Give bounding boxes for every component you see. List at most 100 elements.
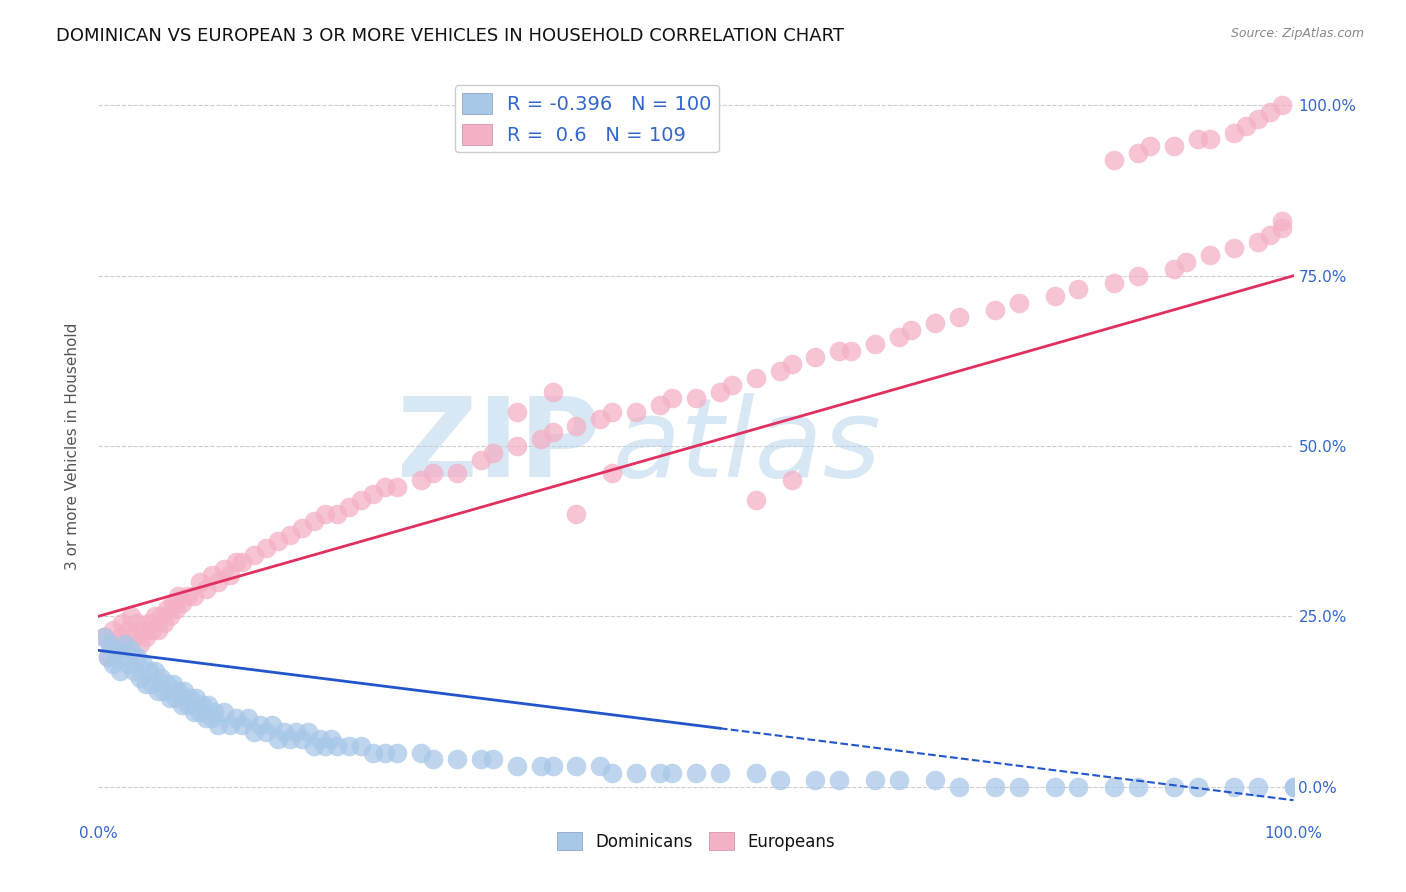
Point [159,691,181,706]
Point [745,766,768,780]
Point [1223,126,1246,140]
Point [1067,780,1090,794]
Point [195,582,218,596]
Point [948,780,970,794]
Point [201,711,224,725]
Point [924,317,946,331]
Point [273,725,295,739]
Point [865,336,887,351]
Point [446,467,468,481]
Point [254,725,277,739]
Point [1187,780,1209,794]
Point [1258,227,1281,242]
Point [291,521,314,535]
Point [1128,780,1150,794]
Point [159,609,181,624]
Point [143,609,166,624]
Point [201,568,224,582]
Point [183,705,205,719]
Point [350,493,373,508]
Legend: R = -0.396   N = 100, R =  0.6   N = 109: R = -0.396 N = 100, R = 0.6 N = 109 [454,85,720,153]
Point [506,759,529,773]
Point [374,746,396,760]
Point [225,555,247,569]
Point [114,636,136,650]
Point [541,384,564,399]
Point [1043,780,1066,794]
Point [1223,780,1246,794]
Point [197,698,219,712]
Point [101,623,124,637]
Point [385,480,409,494]
Point [709,384,731,399]
Point [422,467,444,481]
Point [1139,139,1161,153]
Point [1234,119,1257,133]
Point [162,596,184,610]
Point [105,643,128,657]
Point [745,371,768,385]
Point [1163,139,1185,153]
Point [768,364,790,378]
Point [339,500,361,515]
Point [565,507,588,521]
Point [249,718,271,732]
Point [1067,282,1090,296]
Point [709,766,731,780]
Point [267,534,290,549]
Point [138,616,160,631]
Point [138,664,160,678]
Point [188,575,211,590]
Point [780,473,803,487]
Point [308,731,330,746]
Point [173,684,195,698]
Point [602,766,624,780]
Point [1008,296,1031,310]
Point [231,555,253,569]
Point [1258,105,1281,120]
Point [506,439,529,453]
Point [661,766,683,780]
Point [1199,248,1222,262]
Point [172,698,194,712]
Point [177,698,200,712]
Point [155,677,177,691]
Point [626,766,648,780]
Point [191,698,214,712]
Point [135,677,157,691]
Point [602,405,624,419]
Point [177,589,200,603]
Point [374,480,396,494]
Point [948,310,970,324]
Point [745,493,768,508]
Point [207,575,229,590]
Point [243,548,266,562]
Point [541,759,564,773]
Point [889,772,911,787]
Point [97,650,120,665]
Point [101,657,124,671]
Point [114,636,136,650]
Point [828,772,851,787]
Point [207,718,229,732]
Point [481,446,505,460]
Point [1247,235,1270,249]
Point [165,691,187,706]
Point [117,657,139,671]
Point [350,739,373,753]
Point [93,630,115,644]
Point [188,705,211,719]
Point [225,711,247,725]
Point [889,330,911,344]
Point [1104,780,1126,794]
Point [648,766,672,780]
Point [721,377,744,392]
Point [363,486,385,500]
Point [589,759,612,773]
Point [900,323,922,337]
Point [1282,780,1305,794]
Point [231,718,253,732]
Point [183,589,205,603]
Point [1223,242,1246,256]
Point [1175,255,1198,269]
